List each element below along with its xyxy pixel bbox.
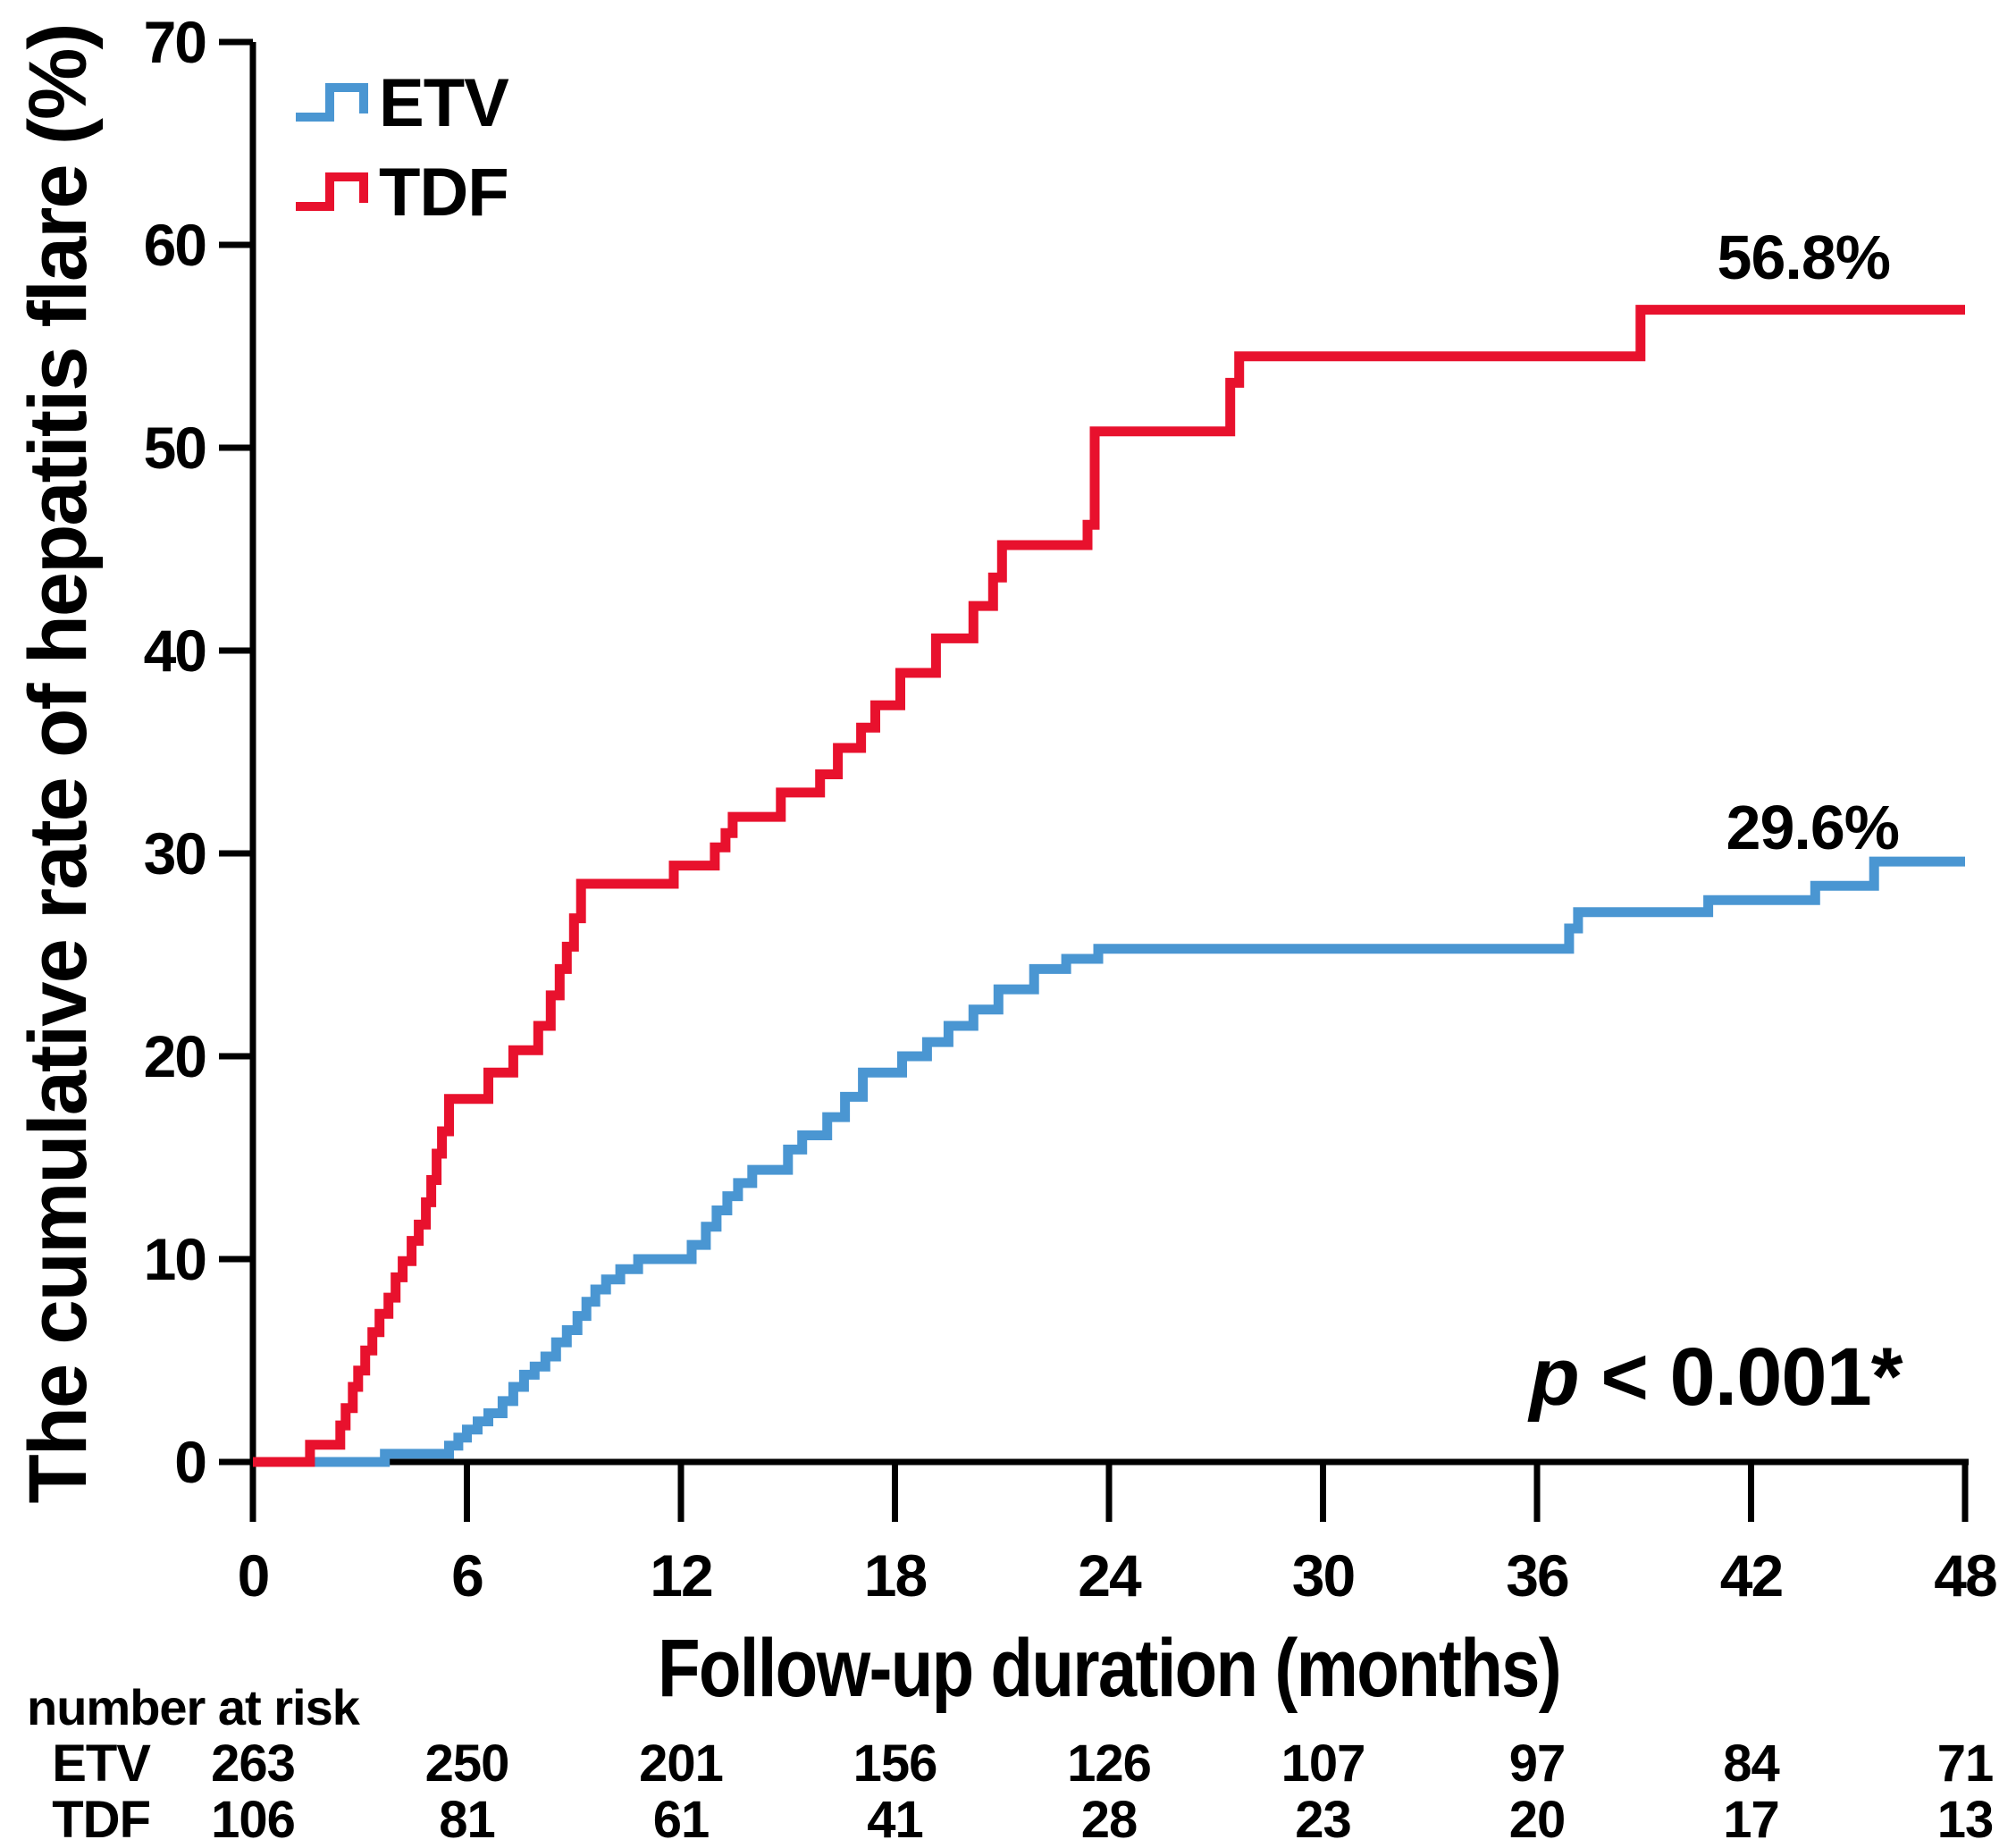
risk-count: 126 [1067, 1735, 1151, 1793]
legend-item-tdf: TDF [296, 155, 509, 231]
etv-end-value-label: 29.6% [1726, 793, 1899, 862]
x-tick-label: 30 [1292, 1542, 1354, 1609]
risk-row-label-etv: ETV [52, 1735, 151, 1793]
y-tick-label: 0 [174, 1429, 206, 1495]
x-axis-ticks: 0 6 12 18 24 30 36 42 48 [238, 1462, 1998, 1609]
risk-count: 106 [211, 1791, 295, 1848]
y-tick-label: 20 [144, 1023, 206, 1089]
risk-table: ETV 263 250 201 156 126 107 97 84 71 TDF 106 81 61 41 2… [52, 1735, 1994, 1848]
risk-count: 156 [853, 1735, 937, 1793]
risk-count: 107 [1281, 1735, 1365, 1793]
series-curves [253, 305, 1965, 1467]
y-tick-label: 50 [144, 415, 206, 481]
legend-label-tdf: TDF [379, 155, 508, 231]
x-tick-label: 12 [650, 1542, 712, 1609]
legend-item-etv: ETV [296, 65, 510, 141]
y-tick-label: 60 [144, 212, 206, 278]
risk-count: 13 [1937, 1791, 1994, 1848]
risk-table-header: number at risk [27, 1679, 361, 1735]
etv-step-line-icon [296, 83, 368, 122]
x-tick-label: 24 [1078, 1542, 1142, 1609]
x-tick-label: 36 [1506, 1542, 1568, 1609]
risk-count: 17 [1723, 1791, 1779, 1848]
x-tick-label: 6 [451, 1542, 483, 1609]
x-tick-label: 0 [238, 1542, 269, 1609]
legend-label-etv: ETV [379, 65, 509, 141]
risk-count: 71 [1937, 1735, 1994, 1793]
risk-count: 61 [653, 1791, 710, 1848]
etv-curve [253, 856, 1965, 1467]
y-tick-label: 30 [144, 820, 206, 886]
y-axis-title: The cumulative rate of hepatitis flare (… [13, 25, 104, 1504]
y-axis-ticks: 0 10 20 30 40 50 60 70 [144, 9, 253, 1495]
risk-count: 20 [1509, 1791, 1566, 1848]
x-tick-label: 48 [1934, 1542, 1996, 1609]
risk-count: 263 [211, 1735, 295, 1793]
y-tick-label: 10 [144, 1226, 206, 1292]
risk-count: 28 [1081, 1791, 1138, 1848]
risk-count: 250 [425, 1735, 509, 1793]
y-tick-label: 40 [144, 617, 206, 684]
x-tick-label: 18 [864, 1542, 927, 1609]
y-tick-label: 70 [144, 9, 206, 75]
tdf-end-value-label: 56.8% [1718, 223, 1890, 292]
legend: ETV TDF [296, 65, 510, 231]
risk-count: 81 [439, 1791, 495, 1848]
risk-count: 97 [1509, 1735, 1566, 1793]
tdf-curve [253, 305, 1965, 1467]
risk-count: 84 [1723, 1735, 1779, 1793]
risk-count: 201 [639, 1735, 723, 1793]
risk-count: 23 [1295, 1791, 1351, 1848]
x-axis-title: Follow-up duration (months) [658, 1623, 1560, 1714]
risk-row-label-tdf: TDF [52, 1791, 150, 1848]
risk-count: 41 [867, 1791, 923, 1848]
p-value: p < 0.001* [1526, 1331, 1903, 1423]
x-tick-label: 42 [1720, 1542, 1783, 1609]
tdf-step-line-icon [296, 172, 368, 211]
